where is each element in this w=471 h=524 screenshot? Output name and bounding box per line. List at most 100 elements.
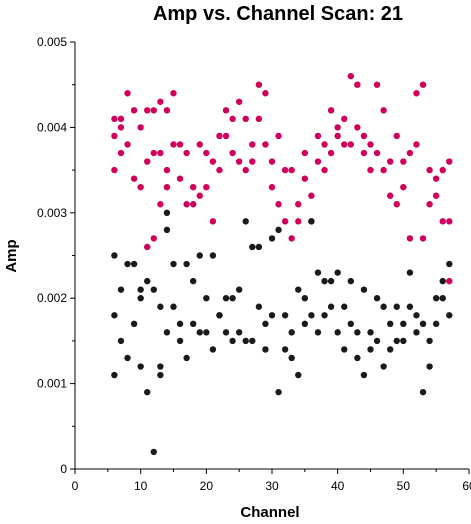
data-point: [314, 269, 322, 276]
data-point: [380, 166, 387, 174]
data-points: [111, 72, 453, 456]
data-point: [190, 201, 197, 208]
data-point: [288, 354, 295, 362]
data-point: [111, 115, 118, 123]
data-point: [387, 158, 394, 165]
data-point: [229, 115, 236, 123]
data-point: [150, 149, 157, 157]
data-point: [354, 329, 361, 336]
data-point: [301, 149, 309, 157]
data-point: [301, 295, 309, 302]
data-point: [419, 388, 427, 396]
data-point: [288, 166, 295, 174]
data-point: [117, 337, 125, 345]
data-point: [216, 312, 223, 319]
data-point: [360, 286, 368, 293]
data-point: [439, 277, 446, 285]
data-point: [373, 337, 381, 345]
data-point: [137, 183, 144, 191]
chart-title: Amp vs. Channel Scan: 21: [153, 3, 403, 25]
data-point: [400, 320, 407, 328]
data-point: [124, 260, 131, 268]
data-point: [163, 166, 171, 174]
data-point: [295, 201, 302, 208]
data-point: [334, 124, 341, 131]
data-point: [439, 218, 446, 225]
data-point: [183, 260, 190, 268]
data-point: [426, 201, 433, 208]
data-point: [137, 286, 144, 293]
data-point: [281, 312, 289, 319]
data-point: [124, 141, 131, 148]
data-point: [432, 192, 440, 199]
data-point: [170, 303, 177, 310]
data-point: [222, 329, 230, 336]
data-point: [347, 141, 354, 148]
data-point: [354, 354, 361, 362]
data-point: [170, 141, 177, 148]
data-point: [432, 295, 440, 302]
data-point: [209, 158, 217, 165]
data-point: [406, 269, 414, 276]
data-point: [183, 149, 190, 157]
data-point: [419, 235, 427, 242]
data-point: [209, 218, 217, 225]
data-point: [137, 124, 144, 131]
data-point: [347, 72, 354, 80]
data-point: [130, 175, 138, 182]
data-point: [196, 141, 203, 148]
data-point: [268, 158, 276, 165]
data-point: [209, 252, 217, 259]
data-point: [117, 124, 125, 131]
data-point: [314, 158, 322, 165]
data-point: [426, 363, 433, 370]
data-point: [163, 107, 171, 114]
data-point: [157, 201, 164, 208]
data-point: [183, 354, 190, 362]
axes: 0 10 20 30 40 50 60 0 0.001 0.002 0.003 0.004 0.005: [37, 35, 471, 493]
data-point: [288, 235, 295, 242]
data-point: [360, 132, 368, 140]
data-point: [235, 329, 243, 336]
data-point: [144, 243, 151, 251]
data-point: [262, 141, 269, 148]
data-point: [281, 346, 289, 353]
data-point: [190, 320, 197, 328]
data-point: [249, 243, 256, 251]
data-point: [327, 277, 335, 285]
data-point: [235, 98, 243, 105]
y-tick-label: 0.001: [37, 377, 67, 391]
data-point: [301, 320, 309, 328]
data-point: [341, 141, 348, 148]
data-point: [144, 388, 151, 396]
data-point: [446, 218, 453, 225]
data-point: [406, 303, 414, 310]
x-tick-label: 50: [397, 479, 411, 493]
data-point: [235, 286, 243, 293]
data-point: [157, 98, 164, 105]
data-point: [249, 337, 256, 345]
data-point: [387, 192, 394, 199]
data-point: [275, 226, 282, 234]
data-point: [295, 371, 302, 379]
data-point: [249, 158, 256, 165]
data-point: [163, 226, 171, 234]
data-point: [176, 320, 184, 328]
data-point: [446, 158, 453, 165]
x-tick-label: 20: [200, 479, 214, 493]
data-point: [203, 295, 210, 302]
data-point: [170, 260, 177, 268]
data-point: [400, 183, 407, 191]
data-point: [400, 337, 407, 345]
data-point: [117, 286, 125, 293]
data-point: [190, 183, 197, 191]
data-point: [341, 115, 348, 123]
data-point: [144, 277, 151, 285]
data-point: [130, 320, 138, 328]
data-point: [360, 149, 368, 157]
data-point: [367, 141, 374, 148]
data-point: [216, 166, 223, 174]
data-point: [117, 115, 125, 123]
data-point: [275, 388, 282, 396]
